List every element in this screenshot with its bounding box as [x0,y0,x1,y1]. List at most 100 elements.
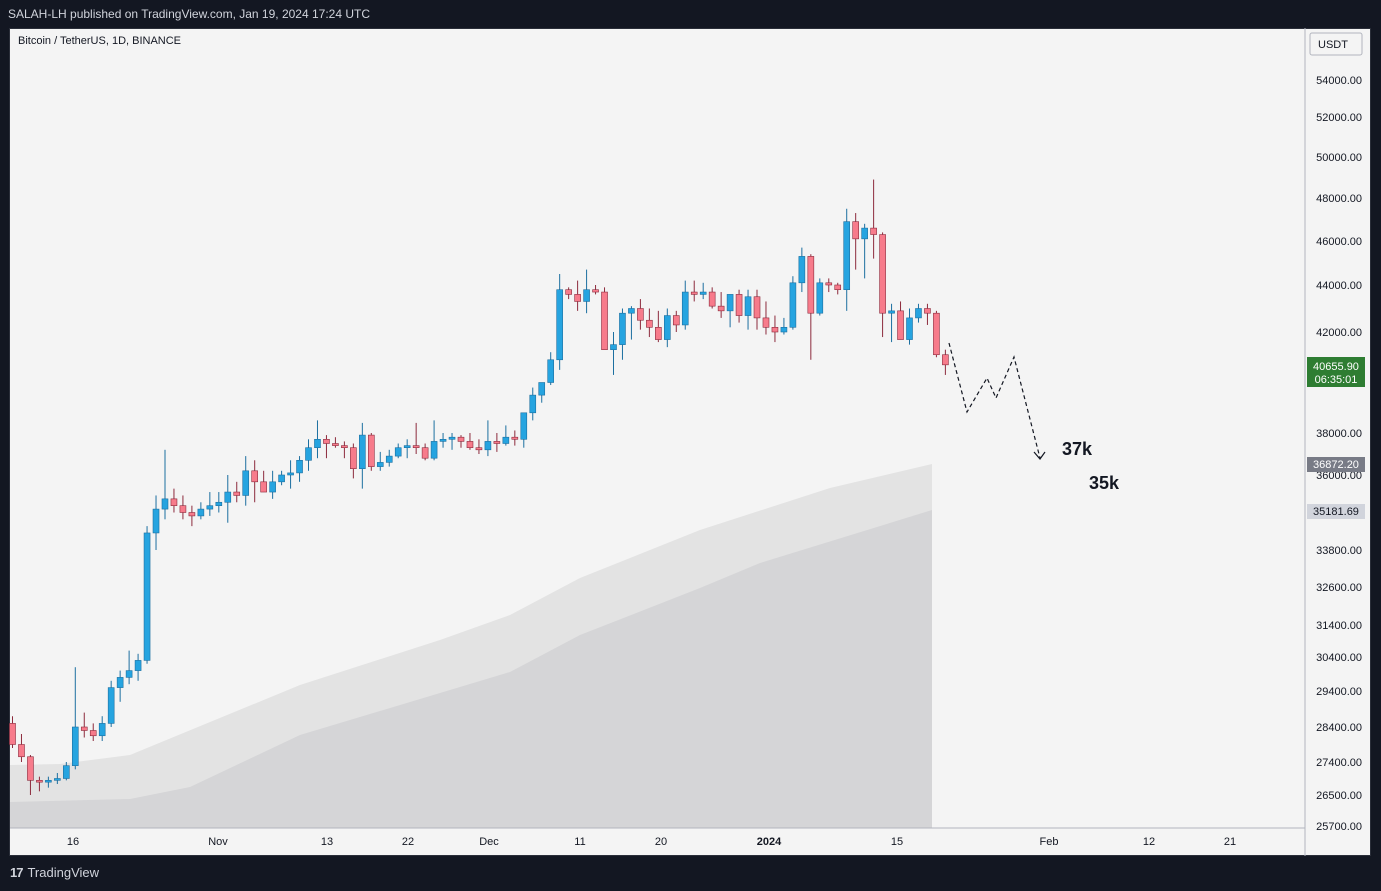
candle-body [80,726,88,731]
y-tick-label: 25700.00 [1316,821,1362,833]
candle-body [224,491,232,503]
x-tick-label: Dec [479,836,499,848]
candle-body [708,291,716,307]
candle-body [717,305,725,312]
x-tick-label: 12 [1143,836,1155,848]
candle-body [430,441,438,459]
candle-body [54,778,61,781]
candle-body [915,308,922,319]
candle-body [681,291,689,326]
candle-body [843,221,851,290]
tradingview-logo-icon: 17 [10,865,24,880]
candle-body [942,354,949,366]
x-tick-label: 16 [67,836,79,848]
candle-body [457,436,465,442]
candle-body [170,498,178,506]
ema-value-1: 36872.20 [1313,459,1359,471]
candle-body [547,359,555,383]
candle-body [529,394,537,414]
candle-body [870,227,877,235]
y-tick-label: 46000.00 [1316,236,1362,248]
candle-body [206,505,214,510]
last-price-value: 40655.90 [1313,361,1359,373]
candle-body [287,472,294,476]
candle-body [215,501,223,506]
candle-body [314,438,321,448]
projection-path [948,342,1041,459]
candle-body [592,289,599,293]
candle-body [699,291,707,295]
x-tick-label: 15 [891,836,903,848]
candle-body [484,441,492,451]
publish-info: SALAH-LH published on TradingView.com, J… [8,7,370,21]
candle-body [502,436,510,444]
candle-body [332,443,339,446]
projection-arrowhead [1033,451,1046,460]
currency-label-box [1309,32,1363,56]
y-tick-label: 44000.00 [1316,280,1362,292]
candle-body [143,532,151,661]
x-tick-label: Feb [1040,836,1059,848]
candle-body [367,434,375,467]
candle-body [924,308,931,314]
candle-body [439,438,447,442]
candle-body [89,730,97,737]
candle-body [834,284,842,290]
candle-body [71,726,79,766]
candle-body [116,677,124,688]
candle-body [520,412,528,440]
candle-body [18,744,25,758]
y-tick-label: 42000.00 [1316,327,1362,339]
candle-body [852,221,859,240]
candle-body [610,344,617,350]
y-tick-label: 30400.00 [1316,652,1362,664]
candle-body [888,310,895,314]
candle-body [134,660,142,671]
candle-body [466,441,474,448]
candle-body [269,481,276,493]
y-tick-label: 38000.00 [1316,428,1362,440]
candle-body [475,447,483,451]
x-tick-label: 22 [402,836,414,848]
candle-body [233,491,241,496]
candle-body [323,438,330,444]
candle-body [825,282,833,286]
candle-body [161,498,169,510]
candle-body [556,289,563,361]
candle-body [403,445,411,449]
candle-body [897,310,904,340]
tradingview-brand[interactable]: 17 TradingView [10,865,99,880]
y-tick-label: 54000.00 [1316,75,1362,87]
candle-body [376,462,384,467]
candle-body [762,317,770,328]
y-tick-label: 36000.00 [1316,470,1362,482]
candle-body [798,256,806,284]
candle-body [359,434,366,470]
y-tick-label: 31400.00 [1316,620,1362,632]
candle-body [646,319,653,328]
candle-body [511,436,519,440]
candle-body [197,508,205,517]
candle-body [861,227,868,240]
candle-body [412,445,420,449]
candle-body [385,455,393,463]
candle-body [574,294,581,302]
candle-body [421,447,429,459]
candle-body [36,780,43,783]
candle-body [188,512,196,517]
candle-body [735,294,743,316]
candle-body [807,256,815,314]
candle-body [628,308,635,314]
symbol-title: Bitcoin / TetherUS, 1D, BINANCE [18,35,182,47]
candle-body [394,447,402,457]
candle-body [63,765,70,779]
candle-body [493,441,501,444]
x-tick-label: 11 [574,836,585,848]
candle-body [933,312,940,356]
candle-body [341,445,348,449]
candle-body [251,470,258,483]
candle-body [260,481,267,493]
candle-body [906,317,913,340]
candle-body [448,436,456,440]
